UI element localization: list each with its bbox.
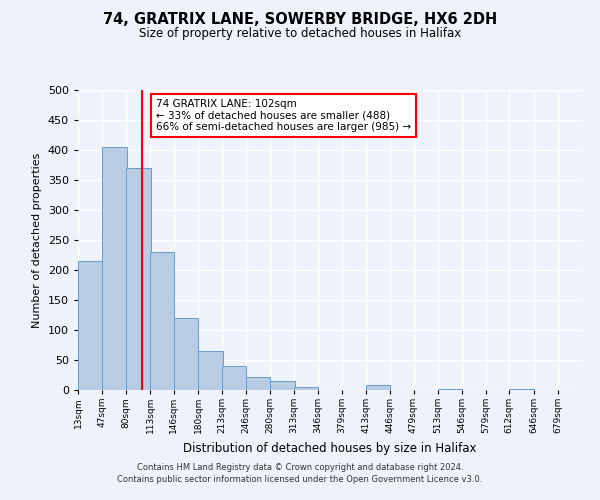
Bar <box>270 381 295 390</box>
Text: 74 GRATRIX LANE: 102sqm
← 33% of detached houses are smaller (488)
66% of semi-d: 74 GRATRIX LANE: 102sqm ← 33% of detache… <box>156 99 411 132</box>
Bar <box>294 387 319 390</box>
X-axis label: Distribution of detached houses by size in Halifax: Distribution of detached houses by size … <box>183 442 477 454</box>
Bar <box>366 385 391 390</box>
Bar <box>174 318 198 390</box>
Y-axis label: Number of detached properties: Number of detached properties <box>32 152 42 328</box>
Bar <box>78 261 103 390</box>
Bar <box>438 389 463 390</box>
Text: Contains public sector information licensed under the Open Government Licence v3: Contains public sector information licen… <box>118 475 482 484</box>
Bar <box>198 351 223 390</box>
Bar <box>509 389 534 390</box>
Bar <box>246 377 270 390</box>
Text: Contains HM Land Registry data © Crown copyright and database right 2024.: Contains HM Land Registry data © Crown c… <box>137 464 463 472</box>
Bar <box>222 366 247 390</box>
Bar <box>150 252 175 390</box>
Bar <box>103 147 127 390</box>
Bar <box>126 168 151 390</box>
Text: Size of property relative to detached houses in Halifax: Size of property relative to detached ho… <box>139 28 461 40</box>
Text: 74, GRATRIX LANE, SOWERBY BRIDGE, HX6 2DH: 74, GRATRIX LANE, SOWERBY BRIDGE, HX6 2D… <box>103 12 497 28</box>
